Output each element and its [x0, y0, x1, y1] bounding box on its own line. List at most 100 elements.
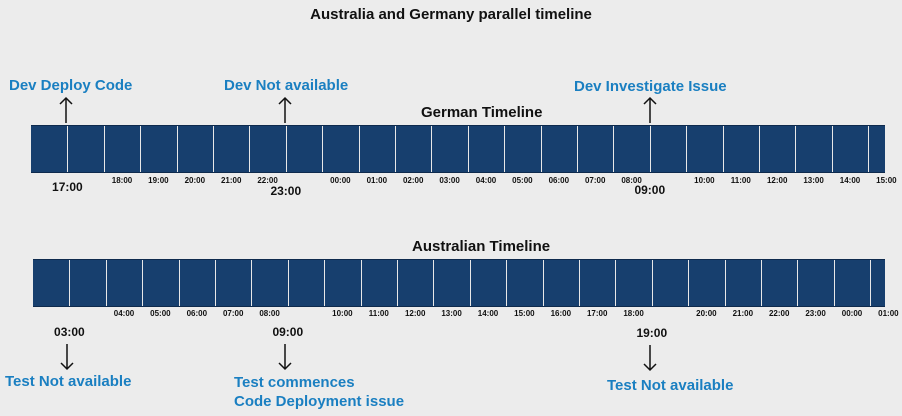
timeline-divider [287, 260, 289, 306]
timeline-divider [649, 126, 651, 172]
tick-label: 20:00 [184, 176, 206, 185]
tick-label: 21:00 [732, 309, 754, 318]
timeline-divider [142, 260, 144, 306]
timeline-divider [651, 260, 653, 306]
down-arrow-icon [60, 344, 74, 371]
tick-label: 04:00 [113, 309, 135, 318]
tick-label: 02:00 [402, 176, 424, 185]
timeline-divider [251, 260, 253, 306]
tick-label: 19:00 [148, 176, 169, 185]
australian-timeline-bar [33, 259, 885, 307]
timeline-divider [868, 126, 870, 172]
german-timeline-title: German Timeline [421, 104, 543, 121]
tick-label: 06:00 [186, 309, 208, 318]
timeline-divider [105, 260, 107, 306]
timeline-divider [322, 126, 324, 172]
tick-label: 14:00 [477, 309, 499, 318]
tick-label: 12:00 [404, 309, 426, 318]
timeline-divider [797, 260, 799, 306]
timeline-divider [467, 126, 469, 172]
tick-label: 08:00 [259, 309, 280, 318]
tick-label: 12:00 [766, 176, 788, 185]
tick-label: 22:00 [257, 176, 278, 185]
down-arrow-icon [278, 344, 292, 371]
event-test-commences: Test commences [234, 374, 355, 391]
timeline-divider [870, 260, 872, 306]
tick-label: 01:00 [366, 176, 388, 185]
timeline-divider [833, 260, 835, 306]
timeline-divider [613, 126, 615, 172]
tick-label: 13:00 [441, 309, 462, 318]
event-test-not-available: Test Not available [5, 373, 132, 390]
timeline-divider [504, 126, 506, 172]
tick-label: 04:00 [475, 176, 497, 185]
tick-label: 16:00 [550, 309, 572, 318]
tick-label: 18:00 [111, 176, 133, 185]
tick-label: 23:00 [805, 309, 826, 318]
timeline-divider [285, 126, 287, 172]
tick-label: 07:00 [584, 176, 606, 185]
timeline-divider [213, 126, 214, 172]
timeline-divider [615, 260, 617, 306]
timeline-divider [324, 260, 326, 306]
tick-label: 10:00 [332, 309, 353, 318]
timeline-divider [795, 126, 797, 172]
tick-label: 21:00 [220, 176, 242, 185]
tick-label: 00:00 [330, 176, 351, 185]
timeline-divider [358, 126, 360, 172]
timeline-divider [249, 126, 251, 172]
timeline-divider [176, 126, 178, 172]
tick-label: 13:00 [803, 176, 824, 185]
australian-timeline-title: Australian Timeline [412, 238, 551, 255]
tick-label: 01:00 [878, 309, 899, 318]
tick-label: 05:00 [512, 176, 533, 185]
timeline-divider [360, 260, 362, 306]
timeline-divider [395, 126, 396, 172]
tick-label: 17:00 [586, 309, 608, 318]
marker-time-label: 09:00 [272, 325, 304, 339]
tick-label: 20:00 [696, 309, 717, 318]
marker-time-label: 03:00 [54, 325, 85, 339]
tick-label: 10:00 [694, 176, 715, 185]
tick-label: 11:00 [368, 309, 389, 318]
tick-label: 18:00 [623, 309, 644, 318]
page-title: Australia and Germany parallel timeline [310, 6, 592, 23]
timeline-divider [69, 260, 71, 306]
timeline-divider [686, 126, 688, 172]
timeline-divider [140, 126, 142, 172]
tick-label: 11:00 [730, 176, 751, 185]
timeline-divider [831, 126, 833, 172]
event-dev-investigate-issue: Dev Investigate Issue [574, 78, 727, 95]
event-test-not-available-2: Test Not available [607, 377, 734, 394]
timeline-divider [761, 260, 762, 306]
timeline-divider [540, 126, 542, 172]
timeline-divider [431, 126, 433, 172]
tick-label: 05:00 [150, 309, 171, 318]
timeline-divider [542, 260, 544, 306]
timeline-divider [397, 260, 398, 306]
tick-label: 03:00 [439, 176, 460, 185]
marker-time-label: 09:00 [634, 183, 666, 197]
timeline-divider [215, 260, 216, 306]
timeline-divider [759, 126, 760, 172]
tick-label: 07:00 [222, 309, 244, 318]
event-dev-not-available: Dev Not available [224, 77, 349, 94]
timeline-divider [577, 126, 578, 172]
timeline-divider [579, 260, 580, 306]
up-arrow-icon [59, 96, 73, 123]
tick-label: 22:00 [768, 309, 790, 318]
timeline-divider [103, 126, 105, 172]
german-timeline-bar [31, 125, 885, 173]
tick-label: 08:00 [621, 176, 642, 185]
up-arrow-icon [643, 96, 657, 123]
tick-label: 06:00 [548, 176, 570, 185]
timeline-divider [506, 260, 508, 306]
event-code-deployment-issue: Code Deployment issue [234, 393, 405, 410]
timeline-divider [433, 260, 435, 306]
timeline-divider [688, 260, 690, 306]
tick-label: 15:00 [876, 176, 897, 185]
tick-label: 14:00 [839, 176, 861, 185]
tick-label: 00:00 [841, 309, 863, 318]
event-dev-deploy-code: Dev Deploy Code [9, 77, 133, 94]
down-arrow-icon [643, 345, 657, 372]
